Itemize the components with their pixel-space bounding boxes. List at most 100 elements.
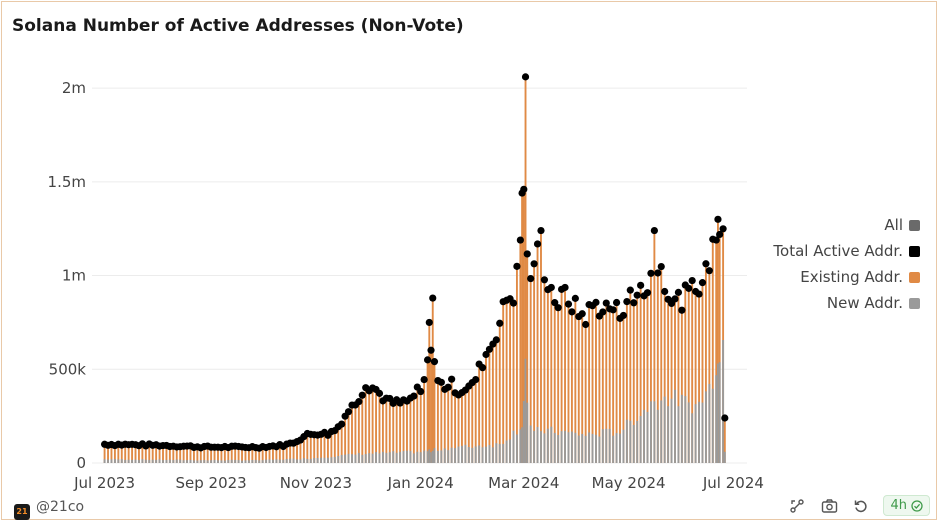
bar-existing [450, 379, 453, 463]
total-point [643, 289, 652, 297]
bar-new [299, 459, 302, 463]
bar-existing [395, 399, 398, 463]
total-point [429, 294, 437, 302]
bar-existing [540, 230, 542, 463]
share-icon[interactable] [787, 496, 807, 516]
bar-existing [674, 298, 676, 463]
bar-existing [299, 440, 302, 463]
total-point [523, 250, 531, 258]
bar-new [399, 451, 402, 463]
bar-new [591, 433, 594, 463]
bar-existing [622, 315, 625, 463]
bar-existing [162, 445, 164, 463]
total-point [685, 284, 693, 292]
bar-existing [464, 390, 467, 463]
reset-icon[interactable] [851, 496, 871, 516]
bar-existing [428, 322, 431, 463]
bar-new [701, 402, 704, 463]
bar-existing [711, 239, 714, 463]
legend-item-existing[interactable]: Existing Addr. [773, 264, 920, 290]
legend-swatch-existing [909, 272, 920, 283]
total-point [612, 298, 621, 307]
bar-new [433, 448, 436, 463]
bar-existing [431, 298, 434, 463]
bar-new [464, 444, 467, 463]
bar-existing [103, 444, 106, 463]
total-point [626, 286, 634, 294]
bar-existing [120, 445, 123, 463]
bar-existing [296, 441, 298, 463]
bar-new [670, 398, 673, 463]
bar-existing [254, 447, 257, 463]
bar-existing [584, 324, 587, 463]
bar-existing [701, 282, 704, 463]
bar-new [223, 460, 226, 463]
total-point [578, 310, 586, 318]
bar-new [495, 443, 498, 463]
bar-existing [381, 400, 384, 463]
y-tick-label: 1.5m [48, 173, 86, 191]
bar-new [168, 459, 171, 463]
interval-label: 4h [890, 498, 907, 513]
bar-new [431, 450, 434, 463]
bar-existing [199, 447, 202, 463]
camera-icon[interactable] [819, 496, 839, 516]
legend-item-new[interactable]: New Addr. [773, 290, 920, 316]
legend-item-all[interactable]: All [773, 212, 920, 238]
bar-new [351, 454, 353, 463]
bar-existing [326, 435, 329, 463]
bar-existing [378, 393, 381, 463]
total-point [540, 276, 549, 284]
legend-item-total[interactable]: Total Active Addr. [773, 238, 920, 264]
bar-new [162, 460, 164, 463]
bar-new [107, 459, 109, 463]
bar-new [220, 460, 223, 463]
bar-new [337, 455, 340, 463]
bar-new [512, 430, 515, 463]
bar-new [258, 460, 261, 463]
total-point [674, 288, 683, 296]
bar-existing [684, 285, 687, 463]
bar-new [406, 450, 408, 463]
total-point [358, 391, 366, 399]
bar-new [574, 432, 577, 463]
bar-existing [278, 444, 281, 463]
bar-new [241, 460, 243, 463]
bar-new [474, 446, 477, 463]
bar-new [691, 413, 694, 463]
interval-badge[interactable]: 4h [883, 495, 930, 516]
bar-new [711, 388, 714, 463]
bar-new [426, 451, 429, 463]
bar-new [357, 452, 360, 463]
bar-new [124, 459, 127, 463]
brand-logo: 21 [14, 504, 30, 520]
bar-new [557, 435, 560, 463]
legend-swatch-total [909, 246, 920, 257]
bar-existing [457, 394, 460, 463]
bar-new [409, 451, 412, 463]
bar-existing [488, 349, 491, 463]
bar-new [567, 432, 570, 463]
bar-existing [625, 301, 628, 463]
total-point [568, 308, 576, 316]
bar-new [344, 454, 347, 463]
bar-new [165, 459, 168, 463]
bar-new [619, 433, 621, 463]
bar-existing [481, 367, 484, 463]
bar-existing [141, 443, 144, 463]
bar-existing [436, 380, 439, 463]
bar-new [581, 433, 584, 463]
bar-new [502, 443, 505, 463]
bar-new [189, 459, 192, 463]
bar-new [704, 391, 707, 463]
total-point [537, 226, 545, 235]
total-point [571, 294, 579, 302]
bar-existing [375, 389, 377, 463]
bar-new [313, 458, 316, 463]
bar-existing [646, 292, 649, 463]
brand: 21 @21co [14, 499, 84, 520]
bar-new [103, 459, 106, 463]
bar-existing [340, 424, 343, 463]
bar-existing [371, 387, 374, 463]
bar-existing [406, 401, 408, 463]
